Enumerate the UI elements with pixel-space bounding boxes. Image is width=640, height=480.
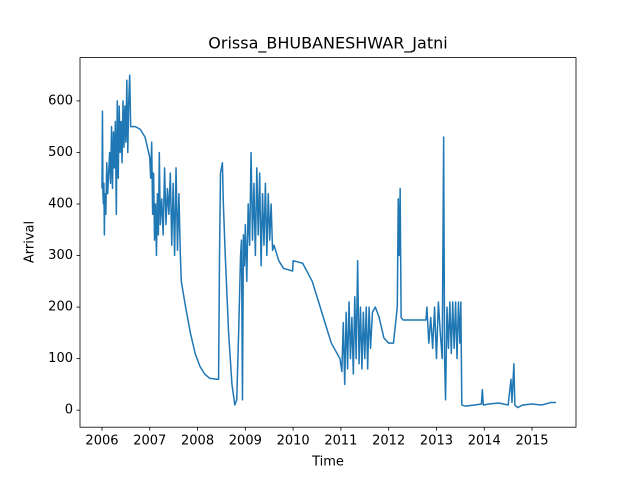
y-tick-label: 500 [48, 145, 73, 160]
y-tick-label: 400 [48, 196, 73, 211]
plot-frame [79, 57, 577, 428]
x-tick-label: 2014 [468, 434, 501, 449]
y-tick-label: 600 [48, 93, 73, 108]
y-tick-label: 200 [48, 300, 73, 315]
x-tick-label: 2009 [229, 434, 262, 449]
chart-title: Orissa_BHUBANESHWAR_Jatni [208, 34, 447, 54]
y-tick-label: 300 [48, 248, 73, 263]
x-tick-label: 2007 [133, 434, 166, 449]
y-tick-label: 0 [65, 403, 73, 418]
x-tick-label: 2006 [85, 434, 118, 449]
x-tick-label: 2013 [420, 434, 453, 449]
x-tick-label: 2008 [181, 434, 214, 449]
x-tick-label: 2012 [372, 434, 405, 449]
y-tick-label: 100 [48, 351, 73, 366]
y-axis-label: Arrival [23, 221, 38, 263]
x-tick-label: 2010 [277, 434, 310, 449]
x-tick-label: 2015 [515, 434, 548, 449]
x-axis-label: Time [311, 455, 344, 470]
data-line [101, 74, 556, 409]
x-tick-label: 2011 [324, 434, 357, 449]
